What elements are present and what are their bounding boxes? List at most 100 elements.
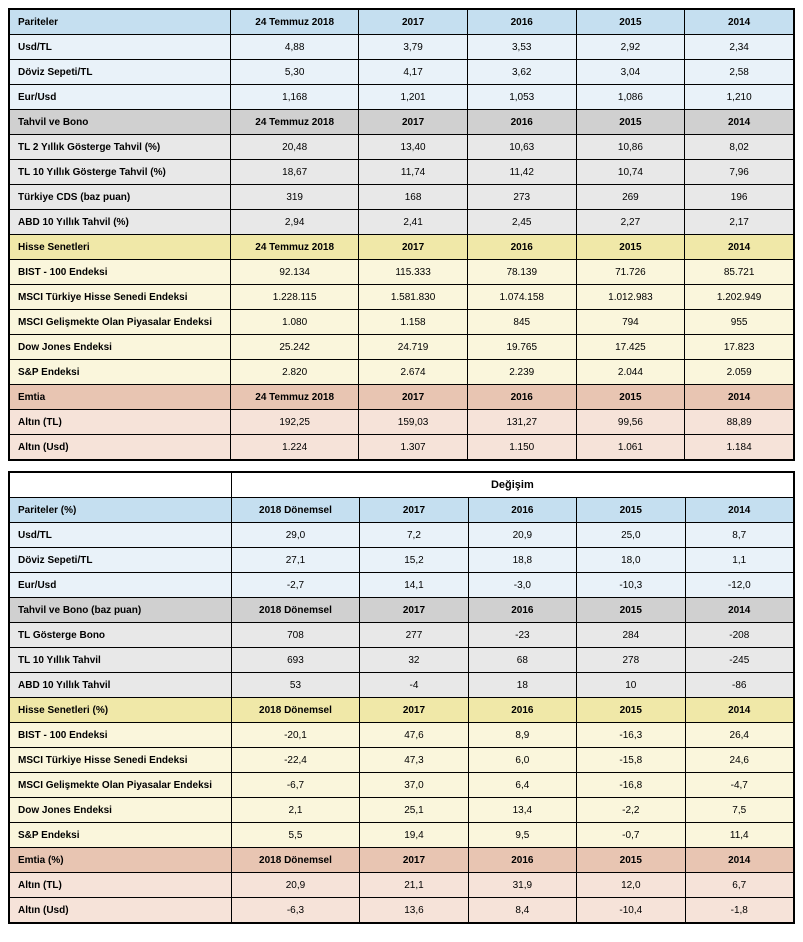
row-value: 25.242 <box>231 335 359 360</box>
row-value: 25,0 <box>577 523 685 548</box>
row-value: 2.239 <box>467 360 576 385</box>
row-value: 11,74 <box>359 160 468 185</box>
row-label: BIST - 100 Endeksi <box>10 260 231 285</box>
row-value: 1.061 <box>576 435 685 460</box>
row-value: 2.044 <box>576 360 685 385</box>
row-label: S&P Endeksi <box>10 360 231 385</box>
col-2017: 2017 <box>360 598 468 623</box>
row-value: -20,1 <box>231 723 360 748</box>
col-2015: 2015 <box>576 10 685 35</box>
row-value: -6,3 <box>231 898 360 923</box>
col-2015: 2015 <box>576 235 685 260</box>
row-value: 192,25 <box>231 410 359 435</box>
row-value: -10,4 <box>577 898 685 923</box>
col-2014: 2014 <box>685 598 793 623</box>
title-emtia: Emtia <box>10 385 231 410</box>
row-label: TL 10 Yıllık Gösterge Tahvil (%) <box>10 160 231 185</box>
row-value: 11,42 <box>467 160 576 185</box>
row-value: 10 <box>577 673 685 698</box>
row-value: 1,053 <box>467 85 576 110</box>
table-row: MSCI Türkiye Hisse Senedi Endeksi-22,447… <box>10 748 794 773</box>
row-value: -0,7 <box>577 823 685 848</box>
col-2016: 2016 <box>467 385 576 410</box>
col-period: 24 Temmuz 2018 <box>231 110 359 135</box>
row-value: 2,17 <box>685 210 794 235</box>
row-label: Altın (Usd) <box>10 898 232 923</box>
row-value: 1,086 <box>576 85 685 110</box>
row-value: 6,7 <box>685 873 793 898</box>
table-row: Dow Jones Endeksi2,125,113,4-2,27,5 <box>10 798 794 823</box>
table-changes: Değişim Pariteler (%) 2018 Dönemsel 2017… <box>9 472 794 923</box>
row-value: 99,56 <box>576 410 685 435</box>
row-value: -1,8 <box>685 898 793 923</box>
row-value: 10,74 <box>576 160 685 185</box>
row-label: BIST - 100 Endeksi <box>10 723 232 748</box>
row-value: 1,1 <box>685 548 793 573</box>
table-row: MSCI Türkiye Hisse Senedi Endeksi1.228.1… <box>10 285 794 310</box>
row-value: 78.139 <box>467 260 576 285</box>
row-value: 845 <box>467 310 576 335</box>
header-emtia: Emtia 24 Temmuz 2018 2017 2016 2015 2014 <box>10 385 794 410</box>
table-row: Eur/Usd-2,714,1-3,0-10,3-12,0 <box>10 573 794 598</box>
row-value: 196 <box>685 185 794 210</box>
col-2017: 2017 <box>360 848 468 873</box>
row-value: 10,86 <box>576 135 685 160</box>
row-label: Usd/TL <box>10 523 232 548</box>
row-value: 15,2 <box>360 548 468 573</box>
row-value: 1.224 <box>231 435 359 460</box>
row-label: MSCI Türkiye Hisse Senedi Endeksi <box>10 285 231 310</box>
block-values: Pariteler 24 Temmuz 2018 2017 2016 2015 … <box>8 8 795 461</box>
header-pariteler: Pariteler 24 Temmuz 2018 2017 2016 2015 … <box>10 10 794 35</box>
col-2015: 2015 <box>577 698 685 723</box>
row-value: 37,0 <box>360 773 468 798</box>
table-row: Altın (TL)20,921,131,912,06,7 <box>10 873 794 898</box>
row-value: 3,62 <box>467 60 576 85</box>
row-value: 5,30 <box>231 60 359 85</box>
table-row: TL 10 Yıllık Gösterge Tahvil (%)18,6711,… <box>10 160 794 185</box>
row-value: 1.150 <box>467 435 576 460</box>
row-value: -10,3 <box>577 573 685 598</box>
row-value: 269 <box>576 185 685 210</box>
row-label: Dow Jones Endeksi <box>10 798 232 823</box>
row-value: 7,2 <box>360 523 468 548</box>
col-2014: 2014 <box>685 848 793 873</box>
row-label: TL 10 Yıllık Tahvil <box>10 648 232 673</box>
row-value: 2,27 <box>576 210 685 235</box>
col-2017: 2017 <box>360 698 468 723</box>
row-label: Altın (Usd) <box>10 435 231 460</box>
col-2014: 2014 <box>685 235 794 260</box>
row-value: 8,9 <box>468 723 576 748</box>
row-value: 1.074.158 <box>467 285 576 310</box>
row-value: 1,168 <box>231 85 359 110</box>
row-value: 284 <box>577 623 685 648</box>
title-hisse-pct: Hisse Senetleri (%) <box>10 698 232 723</box>
row-value: -23 <box>468 623 576 648</box>
row-value: 131,27 <box>467 410 576 435</box>
col-2015: 2015 <box>577 598 685 623</box>
row-value: -3,0 <box>468 573 576 598</box>
col-2014: 2014 <box>685 698 793 723</box>
table-row: TL 10 Yıllık Tahvil6933268278-245 <box>10 648 794 673</box>
row-label: TL 2 Yıllık Gösterge Tahvil (%) <box>10 135 231 160</box>
table-row: TL Gösterge Bono708277-23284-208 <box>10 623 794 648</box>
col-2017: 2017 <box>359 235 468 260</box>
row-value: 17.823 <box>685 335 794 360</box>
col-2014: 2014 <box>685 10 794 35</box>
row-value: 2.820 <box>231 360 359 385</box>
row-value: 18 <box>468 673 576 698</box>
table-row: Usd/TL4,883,793,532,922,34 <box>10 35 794 60</box>
table-row: Dow Jones Endeksi25.24224.71919.76517.42… <box>10 335 794 360</box>
row-label: Usd/TL <box>10 35 231 60</box>
row-value: 10,63 <box>467 135 576 160</box>
row-value: 3,79 <box>359 35 468 60</box>
row-value: 2,41 <box>359 210 468 235</box>
title-pariteler-pct: Pariteler (%) <box>10 498 232 523</box>
title-tahvil-bp: Tahvil ve Bono (baz puan) <box>10 598 232 623</box>
row-label: MSCI Türkiye Hisse Senedi Endeksi <box>10 748 232 773</box>
row-value: 19.765 <box>467 335 576 360</box>
col-2014: 2014 <box>685 110 794 135</box>
row-value: -16,3 <box>577 723 685 748</box>
row-value: 7,5 <box>685 798 793 823</box>
table-row: Altın (Usd)-6,313,68,4-10,4-1,8 <box>10 898 794 923</box>
row-value: 277 <box>360 623 468 648</box>
